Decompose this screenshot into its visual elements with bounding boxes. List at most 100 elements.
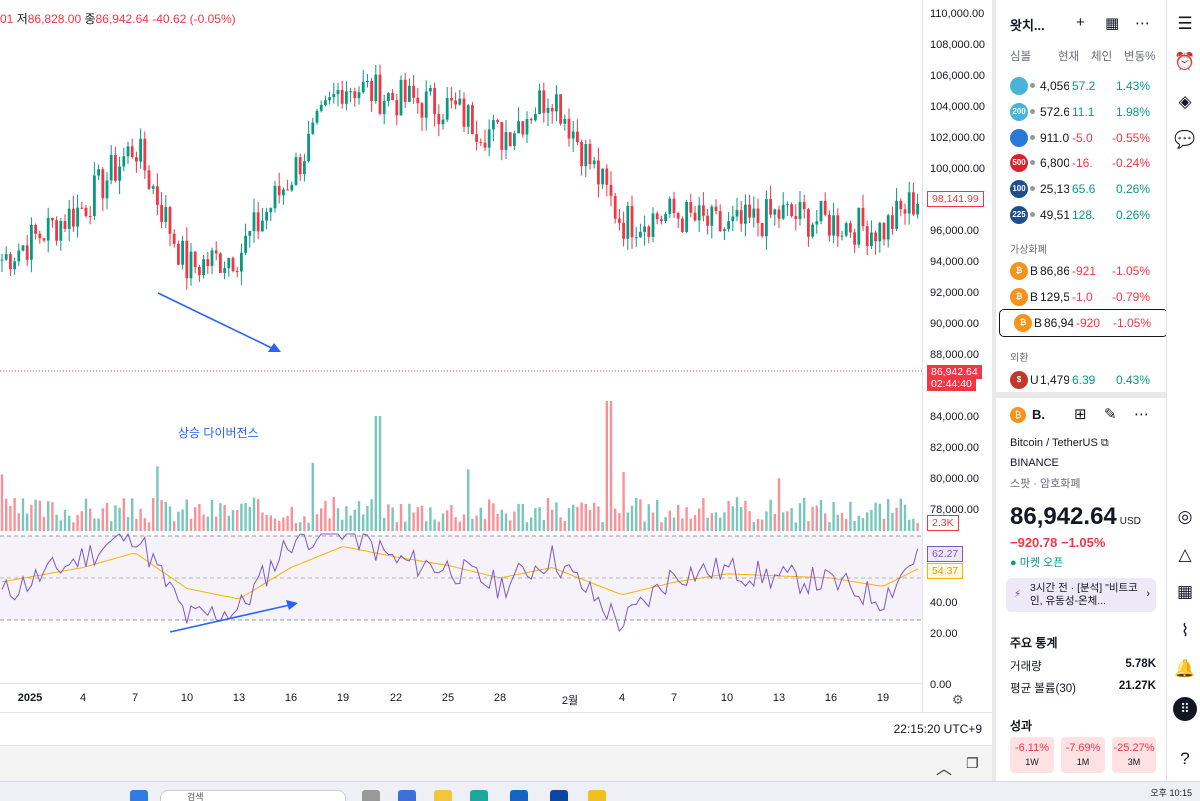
perf-1m[interactable]: -7.69% 1M <box>1061 737 1105 773</box>
volume-bar <box>93 518 96 531</box>
folder-icon[interactable] <box>434 790 452 801</box>
store-icon[interactable] <box>510 790 528 801</box>
watchlist-row[interactable]: 4,056 57.2 1.43% <box>996 73 1166 99</box>
symbol-prefix: B <box>1030 290 1039 304</box>
more-icon[interactable]: ⋯ <box>1134 406 1149 423</box>
pair-name[interactable]: Bitcoin / TetherUS ⧉ <box>1010 437 1109 450</box>
time-axis-label: 22 <box>389 692 403 704</box>
candle-body <box>744 204 747 224</box>
candle-body <box>294 157 298 185</box>
layers-icon[interactable]: ◈ <box>1178 92 1192 111</box>
target-icon[interactable]: ◎ <box>1177 507 1193 526</box>
windows-start-icon[interactable] <box>130 790 148 801</box>
lightning-icon: ⚡ <box>1014 589 1022 600</box>
status-dot <box>1030 108 1035 114</box>
candle-body <box>454 100 457 105</box>
mail-icon[interactable] <box>550 790 568 801</box>
watchlist-row[interactable]: 225 49,51 128. 0.26% <box>996 202 1166 228</box>
candle-body <box>126 146 130 157</box>
perf-1w[interactable]: -6.11% 1W <box>1010 737 1054 773</box>
edit-icon[interactable]: ✎ <box>1104 406 1117 423</box>
add-symbol-icon[interactable]: + <box>1076 14 1085 31</box>
volume-bar <box>416 507 419 531</box>
app-icon[interactable] <box>398 790 416 801</box>
chat-icon[interactable]: 💬 <box>1174 130 1196 149</box>
chevron-right-icon[interactable]: › <box>1146 588 1150 600</box>
volume-bar <box>605 401 608 531</box>
volume-bar <box>84 498 88 531</box>
performance-title: 성과 <box>1010 719 1033 733</box>
candle-body <box>160 204 163 222</box>
group-fx[interactable]: 외환 <box>1010 353 1029 364</box>
candle-body <box>853 232 856 245</box>
volume-bar <box>332 497 335 531</box>
news-text[interactable]: 3시간 전 · [분석] "비트코인, 유동성-온체... <box>1030 582 1138 607</box>
candle-body <box>202 259 205 276</box>
task-view-icon[interactable] <box>362 790 380 801</box>
candle-body <box>336 90 340 95</box>
volume-bar <box>492 503 495 531</box>
watchlist-row[interactable]: 911.0 -5.0 -0.55% <box>996 125 1166 151</box>
watchlist-row[interactable]: ₿ B 86,86 -921 -1.05% <box>996 258 1166 284</box>
column-change-pct[interactable]: 변동% <box>1124 51 1156 63</box>
chevron-up-icon[interactable]: ︿ <box>936 761 953 778</box>
details-symbol[interactable]: B. <box>1032 407 1045 422</box>
advanced-view-icon[interactable]: ▦ <box>1105 15 1120 32</box>
column-symbol[interactable]: 심볼 <box>1010 51 1032 63</box>
taskbar-clock[interactable]: 오후 10:15 <box>1150 788 1192 798</box>
watchlist-icon[interactable]: ☰ <box>1177 14 1193 33</box>
divergence-annotation: 상승 다이버전스 <box>178 426 259 440</box>
candle-body <box>13 261 16 270</box>
panel-divider[interactable] <box>996 392 1166 398</box>
calendar-icon[interactable]: ▦ <box>1176 582 1194 601</box>
volume-bar <box>622 472 625 531</box>
external-link-icon[interactable]: ⧉ <box>1100 437 1109 449</box>
chart-pane[interactable]: 01 저86,828.00 종86,942.64 -40.62 (-0.05%)… <box>0 0 992 781</box>
watchlist-row[interactable]: $ U 1,479 6.39 0.43% <box>996 367 1166 393</box>
watchlist-row[interactable]: ₿ B 86,94 -920 -1.05% <box>999 309 1168 337</box>
candle-body <box>370 80 373 102</box>
volume-bar <box>588 510 592 531</box>
browser-icon[interactable] <box>470 790 488 801</box>
volume-bar <box>366 505 369 531</box>
news-headline[interactable]: ⚡ 3시간 전 · [분석] "비트코인, 유동성-온체... › <box>1006 578 1156 612</box>
more-icon[interactable]: ⋯ <box>1135 15 1150 32</box>
candle-body <box>277 185 281 196</box>
volume-bar <box>580 502 583 531</box>
last-price-badge: 86,942.64 <box>927 365 982 379</box>
volume-bar <box>887 499 890 531</box>
column-last[interactable]: 현재 <box>1058 51 1080 63</box>
exchange-name[interactable]: BINANCE <box>1010 457 1059 469</box>
layout-icon[interactable]: ⊞ <box>1074 406 1087 423</box>
watchlist-row[interactable]: 500 6,800 -16. -0.24% <box>996 150 1166 176</box>
candle-body <box>664 213 667 222</box>
broadcast-icon[interactable]: ⌇ <box>1180 621 1190 640</box>
help-icon[interactable]: ? <box>1180 749 1190 768</box>
candle-body <box>76 207 79 227</box>
chart-canvas[interactable] <box>0 0 922 712</box>
maximize-icon[interactable]: ❐ <box>966 755 979 771</box>
notifications-icon[interactable]: 🔔 <box>1174 659 1196 678</box>
candle-body <box>500 122 504 150</box>
ideas-icon[interactable]: △ <box>1178 545 1192 564</box>
group-crypto[interactable]: 가상화폐 <box>1010 245 1047 256</box>
symbol-change-pct: 0.43% <box>1115 373 1150 387</box>
taskbar-search[interactable]: 검색 <box>160 790 346 801</box>
perf-3m[interactable]: -25.27% 3M <box>1112 737 1156 773</box>
volume-bar <box>807 521 810 531</box>
watchlist-title[interactable]: 왓치... <box>1010 18 1045 33</box>
utc-clock[interactable]: 22:15:20 UTC+9 <box>893 722 982 736</box>
candle-body <box>248 230 252 236</box>
candle-body <box>714 206 718 212</box>
app-icon[interactable] <box>588 790 606 801</box>
alarm-clock-icon[interactable]: ⏰ <box>1174 52 1196 71</box>
market-status: ● 마켓 오픈 <box>1010 557 1064 569</box>
watchlist-row[interactable]: 200 572.6 11.1 1.98% <box>996 99 1166 125</box>
apps-icon[interactable]: ⠿ <box>1173 697 1197 721</box>
pair-label[interactable]: Bitcoin / TetherUS <box>1010 437 1098 449</box>
column-change[interactable]: 체인 <box>1091 51 1113 63</box>
candle-body <box>823 200 827 215</box>
chart-settings-icon[interactable]: ⚙ <box>952 692 964 707</box>
watchlist-row[interactable]: 100 25,13 65.6 0.26% <box>996 176 1166 202</box>
watchlist-row[interactable]: ₿ B 129,5 -1,0 -0.79% <box>996 284 1166 310</box>
